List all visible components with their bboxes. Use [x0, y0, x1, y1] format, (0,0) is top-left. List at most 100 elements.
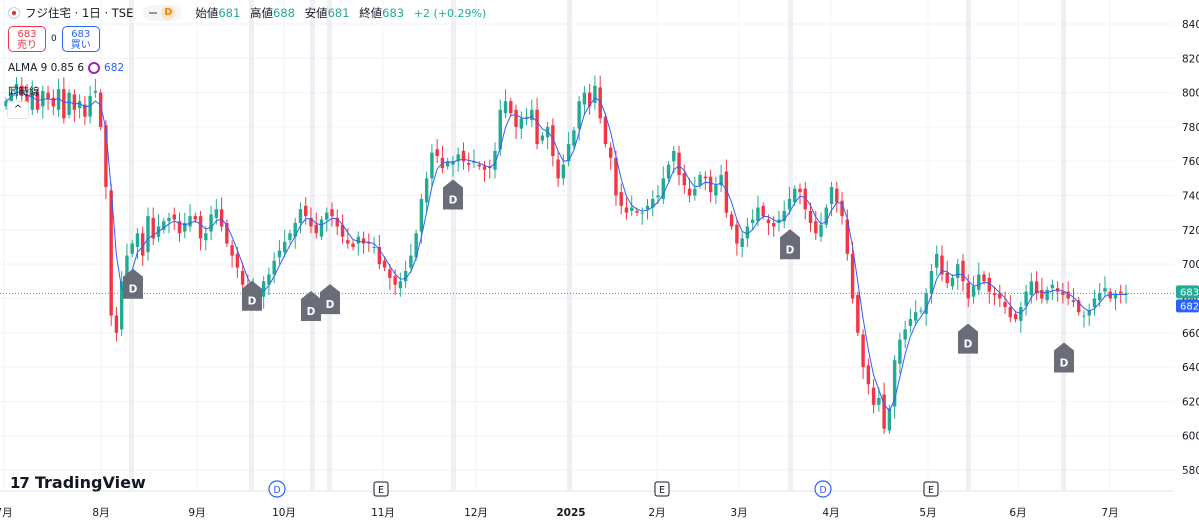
candle-body	[566, 144, 571, 162]
second-indicator-legend[interactable]: 同時線	[8, 86, 40, 98]
candle-body	[703, 176, 708, 179]
buy-button[interactable]: 683 買い	[61, 26, 100, 52]
candle-body	[835, 188, 839, 203]
candle-body	[1087, 310, 1091, 316]
tradingview-logo[interactable]: 17 TradingView	[10, 473, 146, 492]
candle-body	[829, 186, 834, 205]
alma-legend[interactable]: ALMA 9 0.85 6 682	[8, 62, 124, 74]
candle-body	[304, 205, 308, 217]
price-tick-label: 840	[1182, 19, 1199, 31]
candle-body	[56, 89, 61, 110]
candle-body	[356, 236, 361, 244]
japan-flag-icon	[8, 7, 20, 19]
dividend-marker-shape	[958, 323, 978, 354]
alma-price-tag	[1176, 299, 1199, 313]
candle-body	[934, 253, 939, 268]
earnings-square-icon	[923, 481, 939, 497]
candle-body	[619, 192, 623, 206]
collapse-legend-button[interactable]: ^	[7, 101, 29, 119]
candle-body	[587, 92, 592, 107]
candle-body	[135, 233, 140, 247]
dividend-circle-icon	[268, 480, 286, 498]
event-marker-label: E	[928, 485, 934, 496]
candle-body	[787, 198, 792, 210]
candle-body	[62, 89, 66, 119]
dividend-marker: D	[780, 229, 800, 260]
candle-body	[335, 217, 339, 227]
candle-body	[608, 147, 613, 158]
candle-body	[419, 198, 424, 232]
candle-body	[424, 178, 429, 203]
candle-body	[325, 212, 329, 220]
alma-price-label: 682	[1180, 301, 1199, 312]
candle-body	[398, 281, 403, 289]
candle-body	[845, 219, 850, 254]
candle-body	[887, 408, 892, 431]
buy-label: 買い	[70, 40, 91, 51]
candle-body	[819, 224, 823, 237]
candle-body	[735, 224, 739, 244]
candle-body	[30, 92, 34, 110]
candle-body	[377, 247, 382, 265]
candle-body	[556, 159, 560, 179]
dividend-marker-shape	[780, 229, 800, 260]
candle-body	[240, 271, 245, 285]
time-axis[interactable]: 7月 8月 9月 10月 11月 12月 2025 2月 3月 4月 5月 6月 7月	[0, 490, 1174, 519]
symbol-title[interactable]: フジ住宅 · 1日 · TSE	[25, 6, 134, 20]
interval-badge: D	[161, 6, 176, 20]
time-tick-label: 2025	[556, 507, 585, 519]
candle-body	[346, 240, 350, 244]
dividend-marker-shape	[123, 268, 143, 299]
candle-body	[1124, 293, 1128, 296]
candle-body	[771, 222, 776, 227]
close-label: 終値	[359, 6, 383, 20]
candle-body	[293, 222, 297, 237]
candle-body	[162, 221, 166, 230]
price-tick-label: 720	[1182, 225, 1199, 237]
price-tick-label: 580	[1182, 465, 1199, 477]
interval-pill[interactable]: D	[143, 5, 182, 21]
candle-body	[640, 212, 644, 214]
time-tick-label: 5月	[919, 507, 936, 519]
earnings-square-icon	[373, 481, 389, 497]
candle-body	[950, 277, 955, 287]
candle-body	[661, 178, 665, 199]
candle-body	[51, 97, 56, 107]
gap-band	[310, 0, 315, 490]
price-tick-label: 640	[1182, 362, 1199, 374]
dividend-marker-label: D	[964, 339, 973, 351]
price-tick-label: 820	[1182, 53, 1199, 65]
price-axis[interactable]: 8408208007807607407207006806606406206005…	[1176, 19, 1199, 477]
candle-body	[1040, 289, 1044, 299]
candle-body	[519, 118, 524, 129]
gap-band	[451, 0, 456, 490]
candle-body	[824, 207, 828, 225]
event-marker: D	[268, 480, 286, 498]
candle-body	[551, 125, 555, 157]
candle-body	[672, 150, 676, 162]
candle-body	[977, 274, 981, 290]
candle-body	[309, 217, 313, 227]
dividend-circle-icon	[814, 480, 832, 498]
price-tick-label: 780	[1182, 122, 1199, 134]
dividend-marker-shape	[320, 284, 340, 315]
sell-button[interactable]: 683 売り	[8, 26, 46, 52]
price-tick-label: 760	[1182, 156, 1199, 168]
candle-body	[898, 339, 902, 364]
candle-body	[724, 171, 729, 213]
candle-body	[740, 238, 744, 247]
candle-body	[666, 164, 671, 179]
candle-body	[998, 293, 1002, 299]
candle-body	[98, 92, 103, 127]
dividend-marker-label: D	[307, 306, 316, 318]
event-marker-label: E	[659, 485, 665, 496]
candle-body	[41, 90, 45, 107]
candle-body	[808, 210, 813, 223]
candle-body	[919, 310, 923, 312]
candle-body	[572, 130, 576, 146]
candle-body	[929, 271, 934, 294]
sell-price: 683	[17, 29, 37, 40]
